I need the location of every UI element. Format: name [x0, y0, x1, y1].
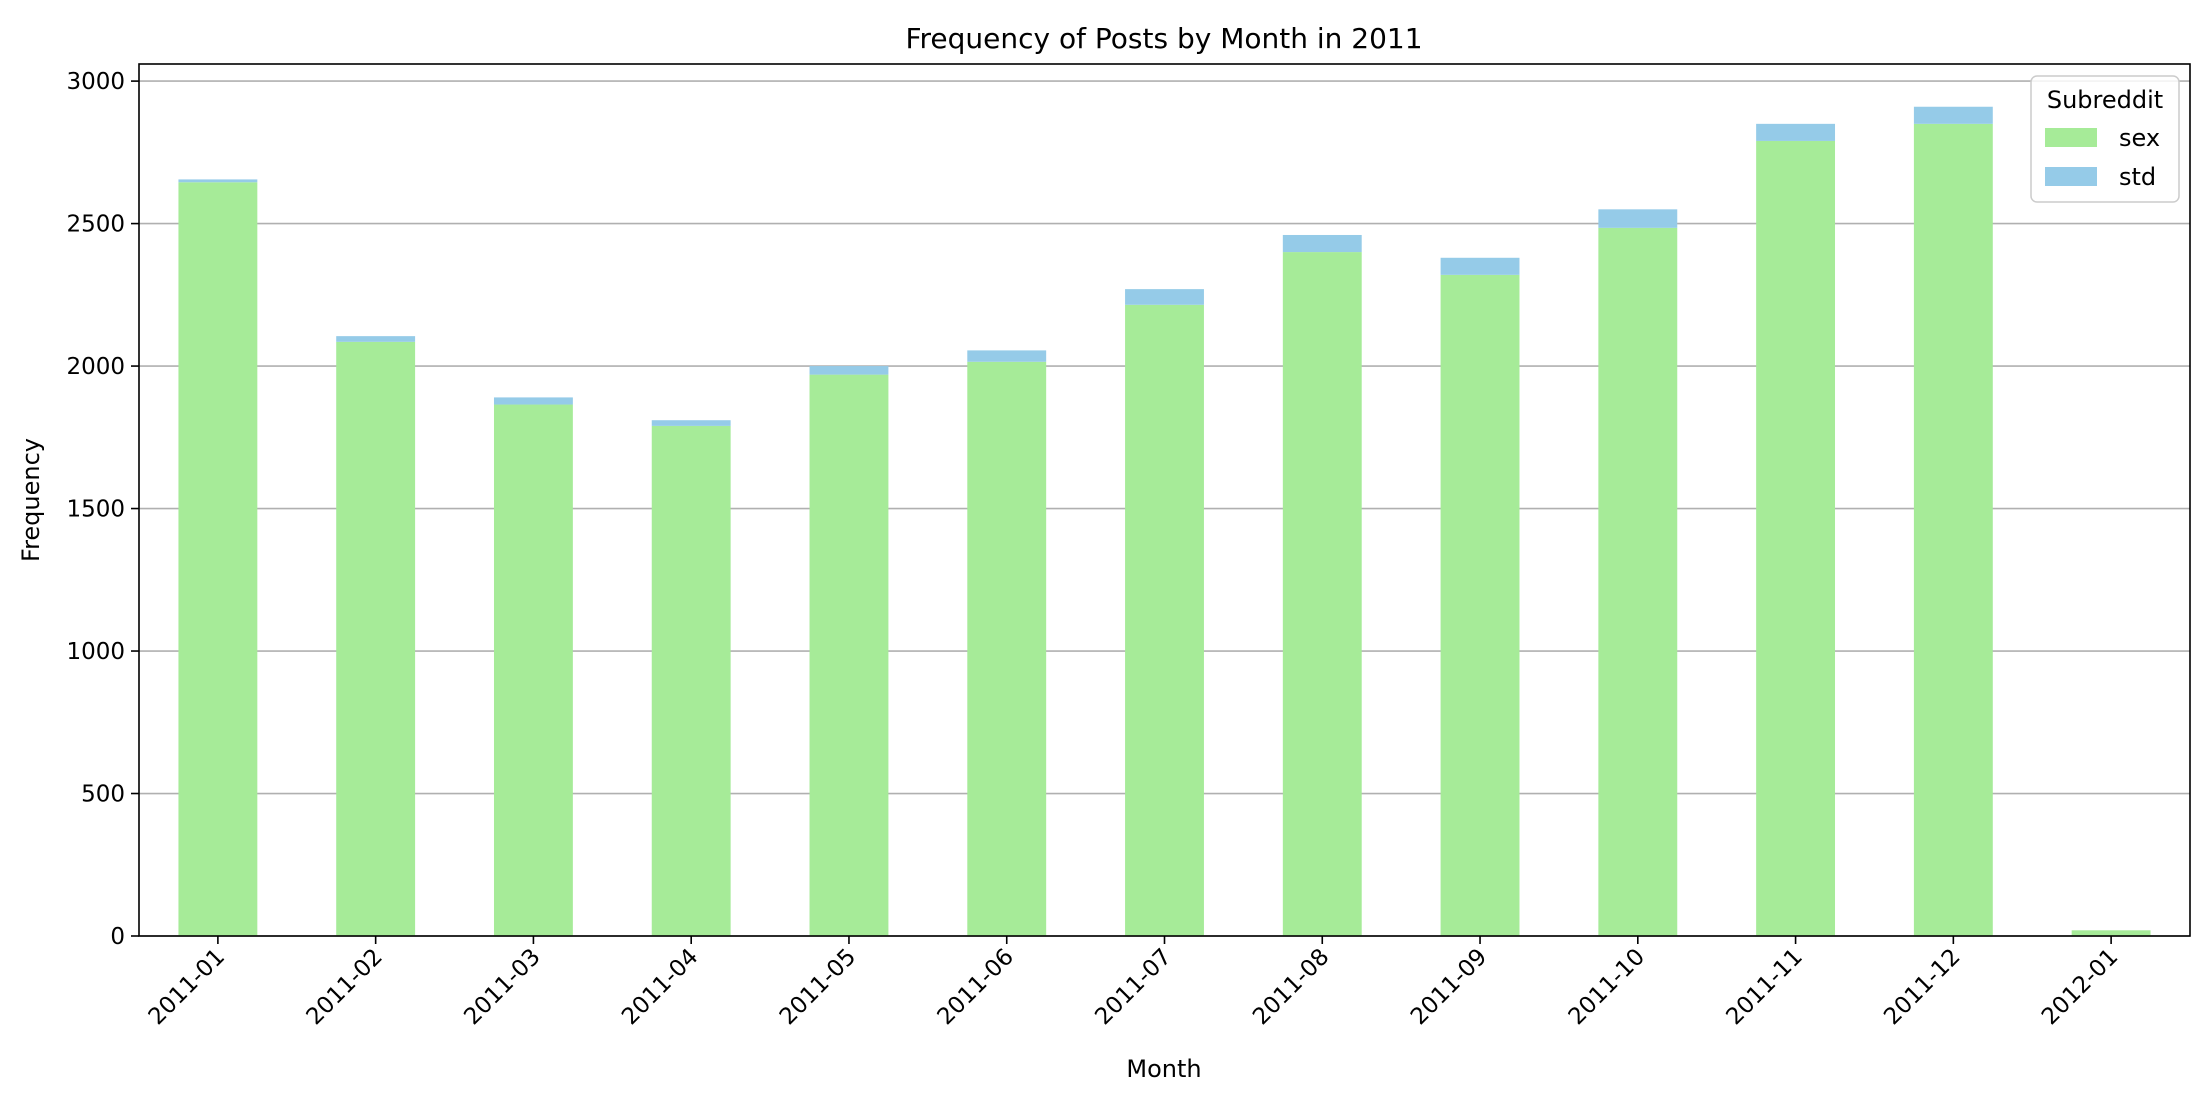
bar-std-2011-11 — [1756, 123, 1836, 141]
bar-sex-2011-10 — [1598, 227, 1678, 937]
bar-sex-2011-11 — [1756, 140, 1836, 937]
x-tick-label: 2011-08 — [1248, 944, 1334, 1030]
x-tick-label: 2011-11 — [1721, 944, 1807, 1030]
bar-std-2011-12 — [1913, 106, 1993, 124]
legend-title: Subreddit — [2047, 86, 2163, 114]
bar-sex-2011-03 — [493, 404, 573, 936]
bar-sex-2011-05 — [809, 374, 889, 936]
y-tick-label: 1500 — [66, 497, 125, 523]
legend-label-std: std — [2119, 163, 2156, 191]
y-tick-label: 2000 — [66, 354, 125, 380]
legend-label-sex: sex — [2119, 124, 2160, 152]
y-tick-label: 2500 — [66, 212, 125, 238]
bar-std-2011-02 — [336, 336, 416, 342]
y-axis-label: Frequency — [17, 438, 45, 562]
bar-sex-2011-07 — [1125, 304, 1204, 937]
bar-std-2011-04 — [651, 420, 731, 426]
x-axis-label: Month — [1126, 1055, 1201, 1083]
bar-sex-2011-04 — [651, 425, 731, 936]
bar-std-2011-09 — [1440, 257, 1520, 275]
legend-swatch-sex — [2045, 128, 2097, 147]
x-tick-label: 2011-03 — [459, 944, 545, 1030]
x-tick-label: 2011-02 — [302, 944, 388, 1030]
bar-sex-2011-06 — [967, 361, 1047, 936]
x-tick-label: 2011-12 — [1879, 944, 1965, 1030]
x-tick-label: 2011-01 — [144, 944, 230, 1030]
legend: Subreddit sex std — [2030, 75, 2180, 203]
y-tick-label: 500 — [81, 782, 125, 808]
x-tick-label: 2011-09 — [1406, 944, 1492, 1030]
bar-std-2011-03 — [493, 397, 573, 405]
bar-std-2011-06 — [967, 350, 1047, 362]
x-tick-label: 2012-01 — [2037, 944, 2123, 1030]
y-axis-ticks: 0 500 1000 1500 2000 2500 3000 — [66, 69, 139, 950]
bar-std-2011-08 — [1282, 234, 1362, 253]
x-tick-label: 2011-07 — [1090, 944, 1176, 1030]
y-tick-label: 0 — [110, 924, 125, 950]
bar-sex-2011-12 — [1913, 123, 1993, 936]
bar-sex-2011-01 — [178, 182, 258, 936]
bar-sex-2012-01 — [2071, 930, 2151, 936]
chart-title: Frequency of Posts by Month in 2011 — [905, 22, 1422, 55]
legend-swatch-std — [2045, 167, 2097, 186]
bar-std-2011-07 — [1125, 289, 1204, 305]
x-tick-label: 2011-06 — [933, 944, 1019, 1030]
bar-sex-2011-08 — [1282, 252, 1362, 936]
bar-std-2011-05 — [809, 366, 889, 375]
x-tick-label: 2011-04 — [617, 944, 703, 1030]
bar-std-2011-10 — [1598, 209, 1678, 228]
x-tick-label: 2011-05 — [775, 944, 861, 1030]
bar-sex-2011-09 — [1440, 274, 1520, 936]
bar-sex-2011-02 — [336, 341, 416, 936]
bar-std-2011-01 — [178, 179, 258, 183]
y-tick-label: 1000 — [66, 639, 125, 665]
x-axis-ticks: 2011-01 2011-02 2011-03 2011-04 2011-05 2011-… — [144, 936, 2123, 1030]
bars — [178, 106, 2151, 937]
x-tick-label: 2011-10 — [1564, 944, 1650, 1030]
y-tick-label: 3000 — [66, 69, 125, 95]
